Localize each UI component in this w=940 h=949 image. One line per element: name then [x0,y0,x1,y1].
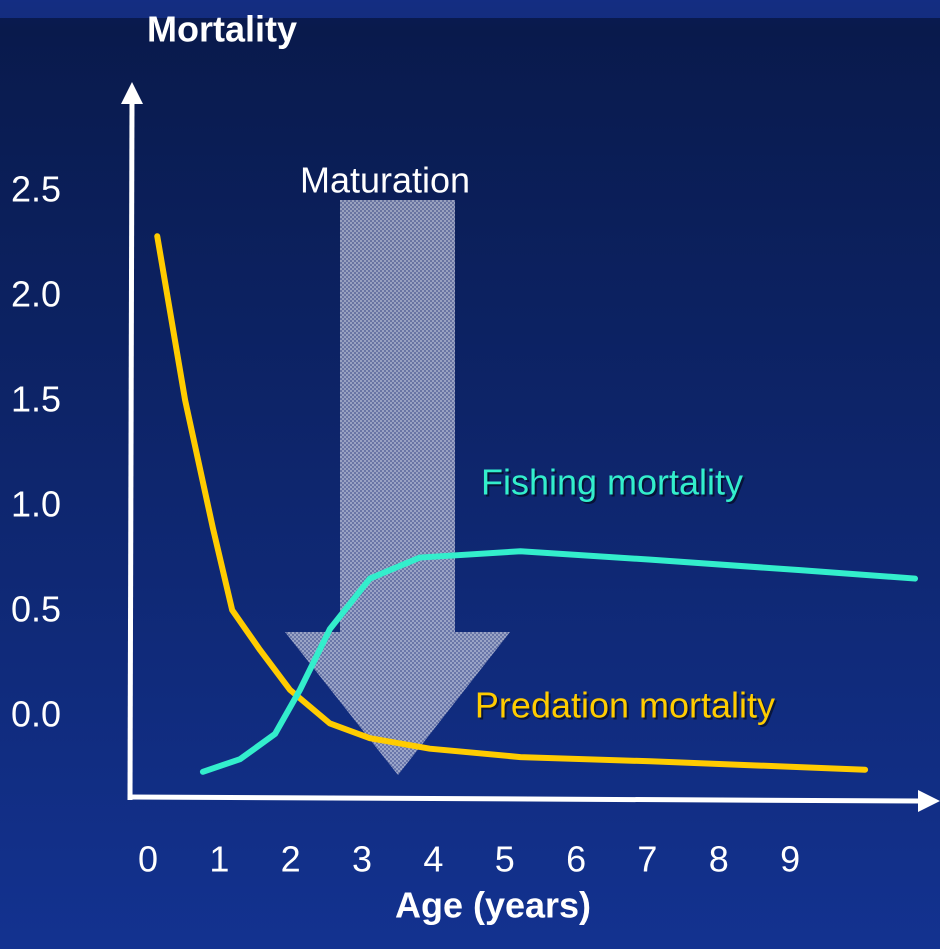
series-label: Fishing mortality [481,462,743,503]
y-tick-label: 0.5 [11,589,61,630]
maturation-arrow [285,200,510,775]
x-tick-label: 5 [495,839,515,880]
y-tick-label: 2.0 [11,274,61,315]
y-tick-label: 0.0 [11,694,61,735]
x-tick-label: 1 [209,839,229,880]
series-line [199,548,919,775]
x-axis-title: Age (years) [395,885,591,926]
series-label-shadow: Fishing mortality [483,464,745,505]
y-tick-label: 1.5 [11,379,61,420]
series-line [154,233,869,773]
x-tick-label: 0 [138,839,158,880]
x-tick-label: 8 [709,839,729,880]
series-label-shadow: Predation mortality [477,687,777,728]
y-tick-label: 2.5 [11,169,61,210]
y-tick-label: 1.0 [11,484,61,525]
annotation: Maturation [300,160,470,201]
x-tick-label: 2 [281,839,301,880]
x-tick-label: 6 [566,839,586,880]
x-tick-label: 4 [423,839,443,880]
axes [121,82,940,812]
x-tick-label: 3 [352,839,372,880]
x-tick-label: 9 [780,839,800,880]
top-band [0,0,940,18]
series-label: Predation mortality [475,685,775,726]
y-axis-title: Mortality [147,9,297,50]
x-tick-label: 7 [637,839,657,880]
